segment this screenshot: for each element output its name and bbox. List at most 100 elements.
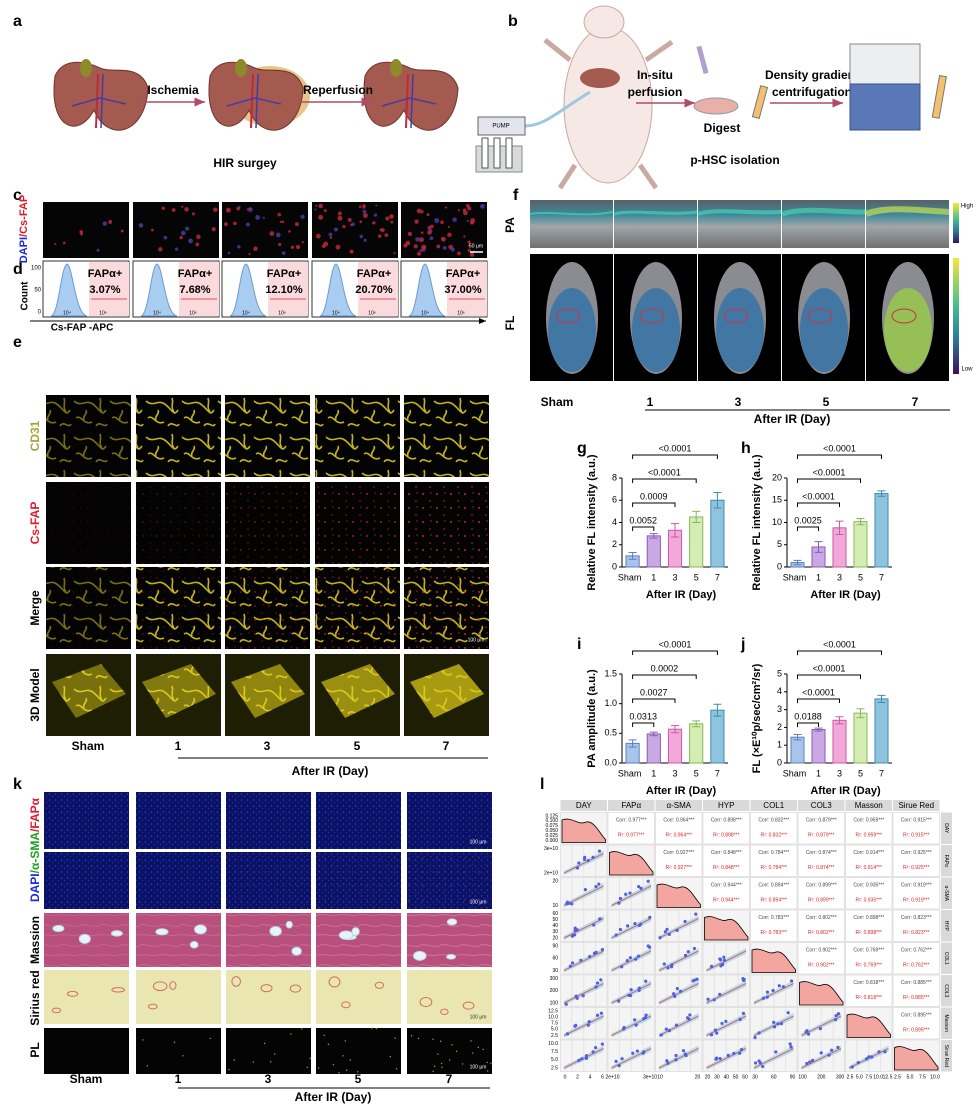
cell xyxy=(96,248,100,252)
x-tick-label: 5.0 xyxy=(907,1074,914,1080)
cell xyxy=(407,231,413,237)
roi xyxy=(891,308,917,324)
r2-label: R²: 0.762*** xyxy=(903,962,929,968)
sample-point xyxy=(688,1013,692,1017)
sample-point xyxy=(719,958,723,962)
cell xyxy=(335,244,341,250)
corr-label: Corr: 0.898*** xyxy=(853,915,884,921)
x-tick-label: 100 xyxy=(798,1074,807,1080)
vessel-lumen xyxy=(66,990,79,997)
matrix-cell xyxy=(892,942,940,975)
vessel-signal xyxy=(315,395,400,477)
side-label: FAPα xyxy=(943,855,949,867)
significance-bracket xyxy=(797,526,819,531)
y-tick-label: 12.5 xyxy=(548,1008,558,1014)
cell xyxy=(349,249,354,254)
cell xyxy=(174,247,179,251)
sample-point xyxy=(774,1050,778,1054)
sample-point xyxy=(753,1035,757,1040)
sample-point xyxy=(633,1018,637,1022)
x-tick-label: 10⁴ xyxy=(421,310,429,316)
column-label: 5 xyxy=(823,395,830,409)
cell xyxy=(196,234,201,240)
sample-point xyxy=(665,927,669,931)
colorbar xyxy=(953,258,959,374)
pump xyxy=(477,116,526,136)
y-tick-label: 6 xyxy=(612,495,617,505)
gate-region xyxy=(358,262,398,316)
cell xyxy=(269,231,275,236)
y-tick-label: 8 xyxy=(612,472,617,482)
sample-point xyxy=(634,957,638,961)
density-area xyxy=(561,818,606,843)
cell xyxy=(151,228,154,232)
scale-bar-label: 100 μm xyxy=(470,1064,487,1070)
sample-point xyxy=(584,1056,589,1060)
pa-signal xyxy=(697,209,782,216)
column-label: 3 xyxy=(264,739,271,753)
fit-line xyxy=(563,1048,604,1069)
fit-line xyxy=(658,918,699,939)
cell xyxy=(248,252,251,256)
histogram xyxy=(408,263,446,317)
sample-point xyxy=(675,987,679,991)
error-bar xyxy=(713,491,722,509)
x-tick-label: 7.5 xyxy=(865,1074,872,1080)
error-bar xyxy=(814,727,823,732)
sample-point xyxy=(811,1058,815,1063)
column-label: 5 xyxy=(355,1072,362,1086)
r2-label: R²: 0.895*** xyxy=(903,1027,929,1033)
sample-point xyxy=(646,944,650,948)
x-axis-label: After IR (Day) xyxy=(810,785,881,797)
cell xyxy=(469,252,475,257)
sample-point xyxy=(720,1021,724,1026)
centrifuge-base xyxy=(849,83,921,131)
sample-point xyxy=(678,989,683,993)
x-tick-label: 4 xyxy=(589,1074,592,1080)
cell xyxy=(245,222,251,227)
error-bar xyxy=(692,720,701,728)
micrograph xyxy=(226,970,311,1024)
micrograph xyxy=(316,1028,401,1074)
sample-point xyxy=(586,1023,590,1027)
vessel-lumen xyxy=(155,928,169,936)
sample-point xyxy=(577,861,581,865)
r2-label: R²: 0.964*** xyxy=(666,832,692,838)
matrix-cell xyxy=(845,909,893,942)
vessel xyxy=(226,73,282,129)
sample-point xyxy=(573,926,577,930)
gate-label: FAPα+ xyxy=(178,268,213,280)
cell xyxy=(426,213,430,217)
y-tick-label: 2e+10 xyxy=(544,870,558,876)
y-tick-label: 50 xyxy=(552,917,558,923)
cell xyxy=(452,217,457,222)
matrix-cell xyxy=(750,877,798,910)
y-tick-label: 60 xyxy=(552,956,558,962)
x-tick-label: 10⁴ xyxy=(332,310,340,316)
y-tick-label: 10 xyxy=(552,903,558,909)
sample-point xyxy=(808,1060,812,1064)
vessel-lumen xyxy=(269,926,282,937)
sample-point xyxy=(618,896,623,901)
sample-point xyxy=(641,1051,645,1055)
cell xyxy=(359,234,364,239)
y-tick-label: 90 xyxy=(552,943,558,949)
cell xyxy=(429,236,434,241)
bar xyxy=(790,736,805,764)
y-tick-label: 2.5 xyxy=(551,1033,558,1039)
panel-label: f xyxy=(513,187,519,204)
sample-point xyxy=(738,1051,742,1055)
vessel-lumen xyxy=(446,954,457,960)
sample-point xyxy=(753,1061,758,1065)
cell xyxy=(158,247,163,252)
volume-texture xyxy=(410,664,484,718)
sample-point xyxy=(827,1053,831,1057)
sample-point xyxy=(628,993,633,998)
pa-signal xyxy=(613,210,698,216)
cell xyxy=(249,207,252,210)
corr-label: Corr: 0.977*** xyxy=(616,817,647,823)
fap-signal xyxy=(46,482,131,564)
sample-point xyxy=(594,985,598,989)
cell xyxy=(255,215,261,220)
axis-label: After IR (Day) xyxy=(754,412,831,426)
